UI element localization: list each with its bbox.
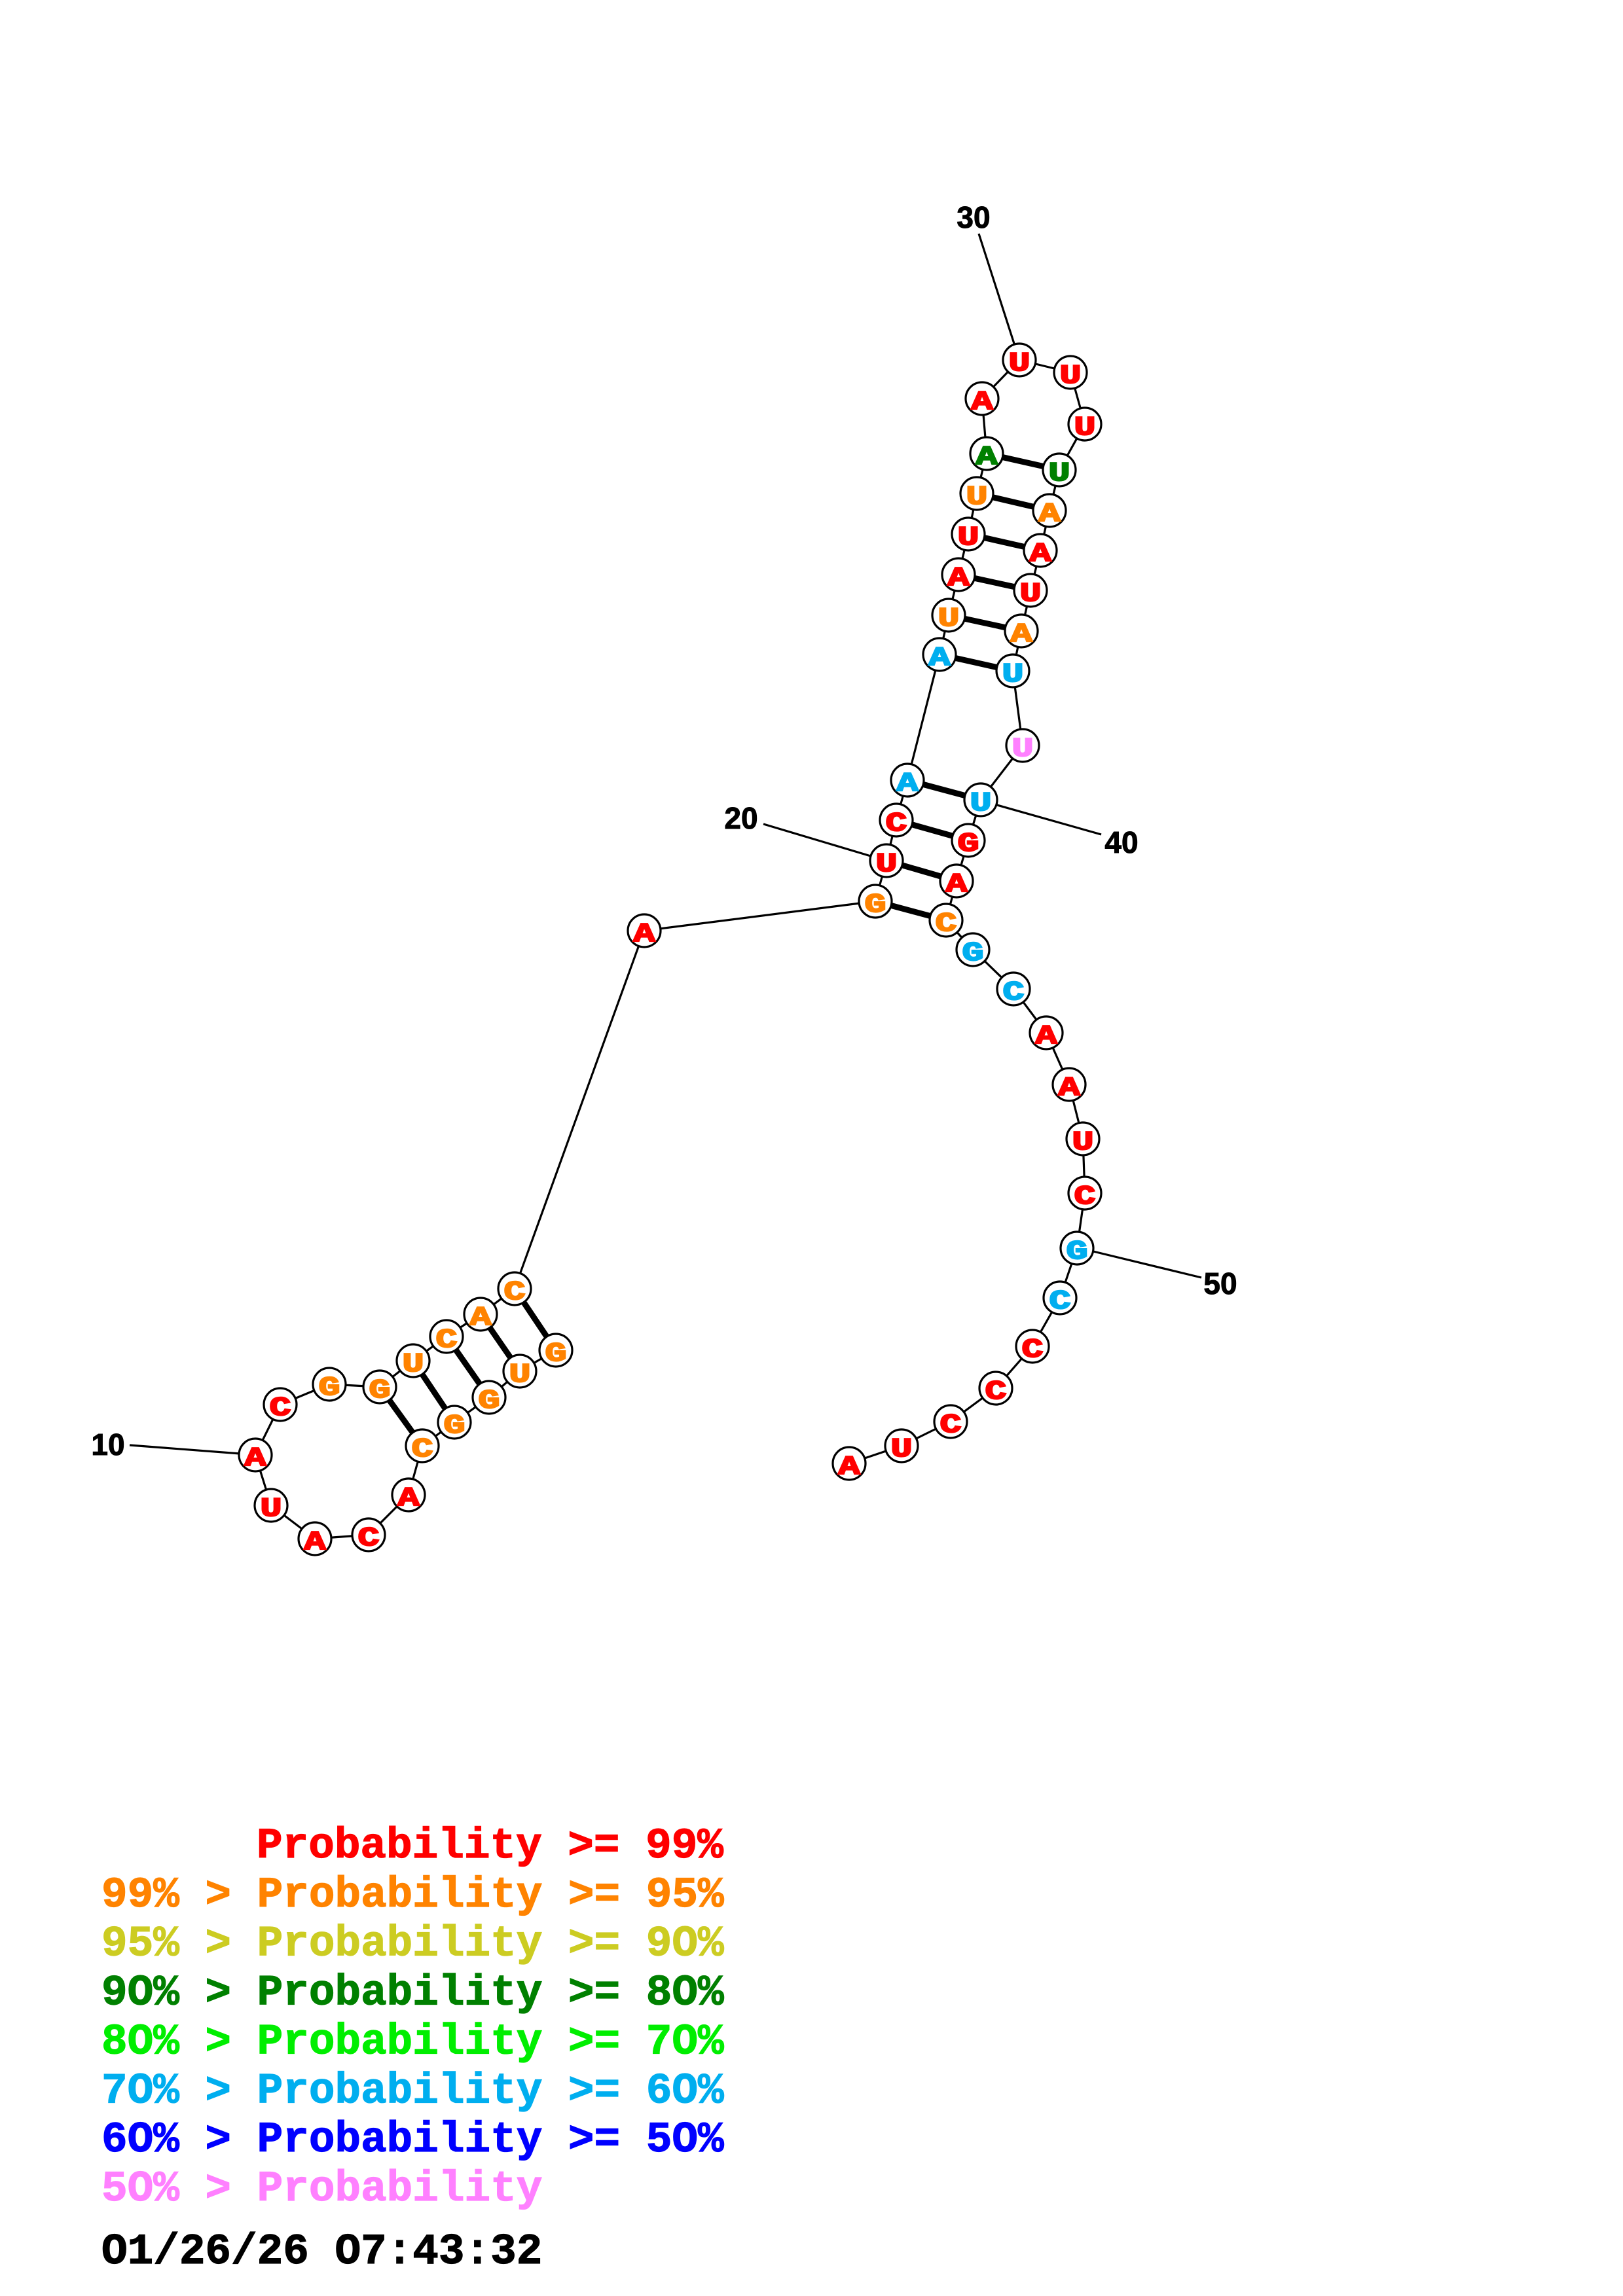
svg-text:C: C: [270, 1393, 291, 1424]
svg-text:95% > Probability >= 9O%: 95% > Probability >= 9O%: [101, 1920, 724, 1969]
svg-text:C: C: [985, 1377, 1007, 1407]
svg-text:C: C: [940, 1410, 962, 1441]
svg-text:G: G: [319, 1373, 340, 1403]
svg-text:C: C: [504, 1278, 526, 1308]
svg-text:A: A: [1011, 620, 1033, 650]
svg-text:A: A: [1036, 1022, 1058, 1052]
svg-text:A: A: [1030, 539, 1052, 569]
svg-text:A: A: [976, 442, 998, 473]
svg-text:7O% > Probability >= 6O%: 7O% > Probability >= 6O%: [101, 2066, 724, 2115]
svg-text:U: U: [891, 1435, 913, 1465]
svg-text:C: C: [936, 909, 957, 939]
svg-text:A: A: [839, 1452, 861, 1482]
svg-text:U: U: [970, 789, 992, 819]
svg-text:C: C: [1074, 1182, 1096, 1212]
svg-text:10: 10: [91, 1427, 124, 1462]
svg-text:G: G: [865, 890, 886, 920]
svg-text:99% > Probability >= 95%: 99% > Probability >= 95%: [101, 1871, 724, 1920]
svg-text:A: A: [948, 564, 970, 594]
svg-text:U: U: [966, 482, 988, 512]
svg-text:A: A: [398, 1484, 420, 1514]
svg-text:A: A: [946, 870, 968, 900]
svg-text:U: U: [261, 1494, 282, 1524]
svg-text:U: U: [1049, 459, 1070, 489]
svg-text:C: C: [1022, 1335, 1044, 1365]
svg-text:U: U: [1074, 413, 1096, 443]
svg-text:A: A: [634, 920, 656, 950]
svg-text:G: G: [444, 1411, 465, 1441]
svg-text:A: A: [470, 1303, 492, 1333]
svg-text:40: 40: [1104, 825, 1138, 859]
svg-text:U: U: [1072, 1128, 1094, 1158]
svg-text:U: U: [1002, 660, 1024, 690]
svg-text:G: G: [479, 1386, 500, 1416]
svg-text:20: 20: [724, 801, 757, 835]
svg-text:U: U: [1009, 349, 1030, 379]
svg-text:G: G: [958, 829, 979, 859]
svg-text:5O% > Probability: 5O% > Probability: [101, 2164, 542, 2214]
svg-text:A: A: [1059, 1073, 1081, 1103]
svg-text:O1/26/26 O7:43:32: O1/26/26 O7:43:32: [101, 2227, 542, 2276]
svg-text:U: U: [1020, 579, 1042, 609]
svg-text:U: U: [403, 1350, 424, 1380]
svg-text:U: U: [509, 1360, 531, 1390]
svg-text:U: U: [958, 523, 979, 553]
svg-text:A: A: [897, 769, 919, 799]
svg-text:9O% > Probability >= 8O%: 9O% > Probability >= 8O%: [101, 1969, 724, 2018]
svg-text:U: U: [938, 604, 960, 634]
svg-text:C: C: [1003, 978, 1025, 1008]
svg-text:G: G: [1067, 1237, 1088, 1267]
svg-text:C: C: [1049, 1287, 1071, 1317]
svg-text:C: C: [436, 1325, 458, 1355]
svg-text:A: A: [245, 1444, 267, 1474]
svg-text:U: U: [1060, 361, 1082, 391]
svg-text:G: G: [545, 1339, 567, 1369]
svg-text:A: A: [972, 387, 994, 418]
svg-text:U: U: [1012, 734, 1034, 764]
svg-text:G: G: [369, 1376, 391, 1406]
svg-text:30: 30: [957, 200, 990, 234]
svg-text:A: A: [304, 1528, 327, 1558]
svg-text:G: G: [962, 939, 984, 969]
svg-text:U: U: [876, 850, 898, 880]
svg-text:C: C: [358, 1524, 380, 1554]
svg-text:A: A: [1039, 499, 1061, 529]
svg-text:6O% > Probability >= 5O%: 6O% > Probability >= 5O%: [101, 2115, 724, 2164]
svg-text:C: C: [886, 809, 907, 839]
svg-text:C: C: [412, 1435, 433, 1465]
svg-text:A: A: [929, 643, 951, 673]
svg-text:50: 50: [1203, 1266, 1237, 1300]
svg-text:Probability >= 99%: Probability >= 99%: [257, 1821, 723, 1871]
svg-text:8O% > Probability >= 7O%: 8O% > Probability >= 7O%: [101, 2017, 724, 2066]
